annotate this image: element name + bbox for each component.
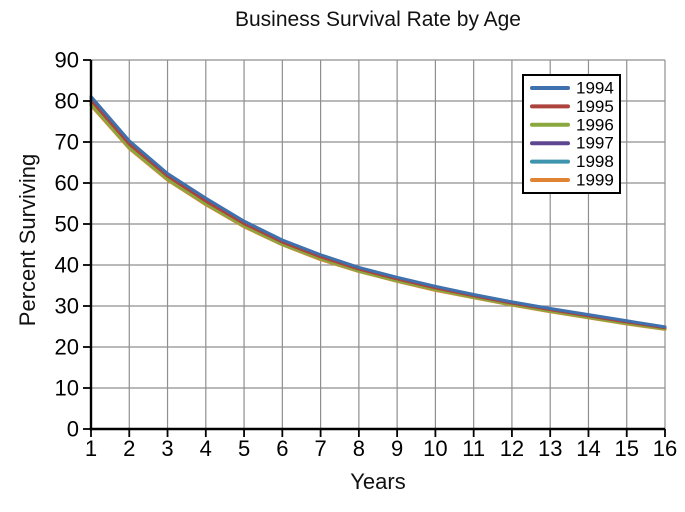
y-tick-label-80: 80 <box>55 89 79 114</box>
x-tick-label-16: 16 <box>653 436 677 461</box>
series-line-1994 <box>89 94 667 329</box>
y-tick-label-50: 50 <box>55 212 79 237</box>
x-tick-label-8: 8 <box>353 436 365 461</box>
y-tick-label-70: 70 <box>55 130 79 155</box>
x-tick-label-2: 2 <box>123 436 135 461</box>
legend-label-1994: 1994 <box>576 79 614 98</box>
x-tick-label-5: 5 <box>238 436 250 461</box>
y-tick-label-30: 30 <box>55 294 79 319</box>
x-tick-label-3: 3 <box>161 436 173 461</box>
series-line-1996 <box>89 102 667 331</box>
y-tick-label-10: 10 <box>55 376 79 401</box>
y-tick-label-20: 20 <box>55 335 79 360</box>
x-tick-label-10: 10 <box>423 436 447 461</box>
x-tick-label-9: 9 <box>391 436 403 461</box>
x-tick-label-14: 14 <box>576 436 600 461</box>
legend-label-1997: 1997 <box>576 134 614 153</box>
x-tick-label-12: 12 <box>500 436 524 461</box>
y-tick-label-0: 0 <box>67 417 79 442</box>
legend-label-1995: 1995 <box>576 97 614 116</box>
x-tick-label-15: 15 <box>614 436 638 461</box>
x-axis-title: Years <box>350 469 406 494</box>
x-tick-label-11: 11 <box>462 436 485 461</box>
x-tick-label-4: 4 <box>200 436 212 461</box>
y-tick-label-90: 90 <box>55 48 79 73</box>
x-tick-label-13: 13 <box>538 436 562 461</box>
y-tick-label-60: 60 <box>55 171 79 196</box>
x-tick-label-1: 1 <box>85 436 97 461</box>
legend-label-1996: 1996 <box>576 115 614 134</box>
legend-label-1999: 1999 <box>576 171 614 190</box>
x-tick-label-7: 7 <box>314 436 326 461</box>
x-tick-label-6: 6 <box>276 436 288 461</box>
legend-box <box>522 74 621 194</box>
chart-title: Business Survival Rate by Age <box>235 8 521 31</box>
legend-label-1998: 1998 <box>576 152 614 171</box>
y-tick-label-40: 40 <box>55 253 79 278</box>
